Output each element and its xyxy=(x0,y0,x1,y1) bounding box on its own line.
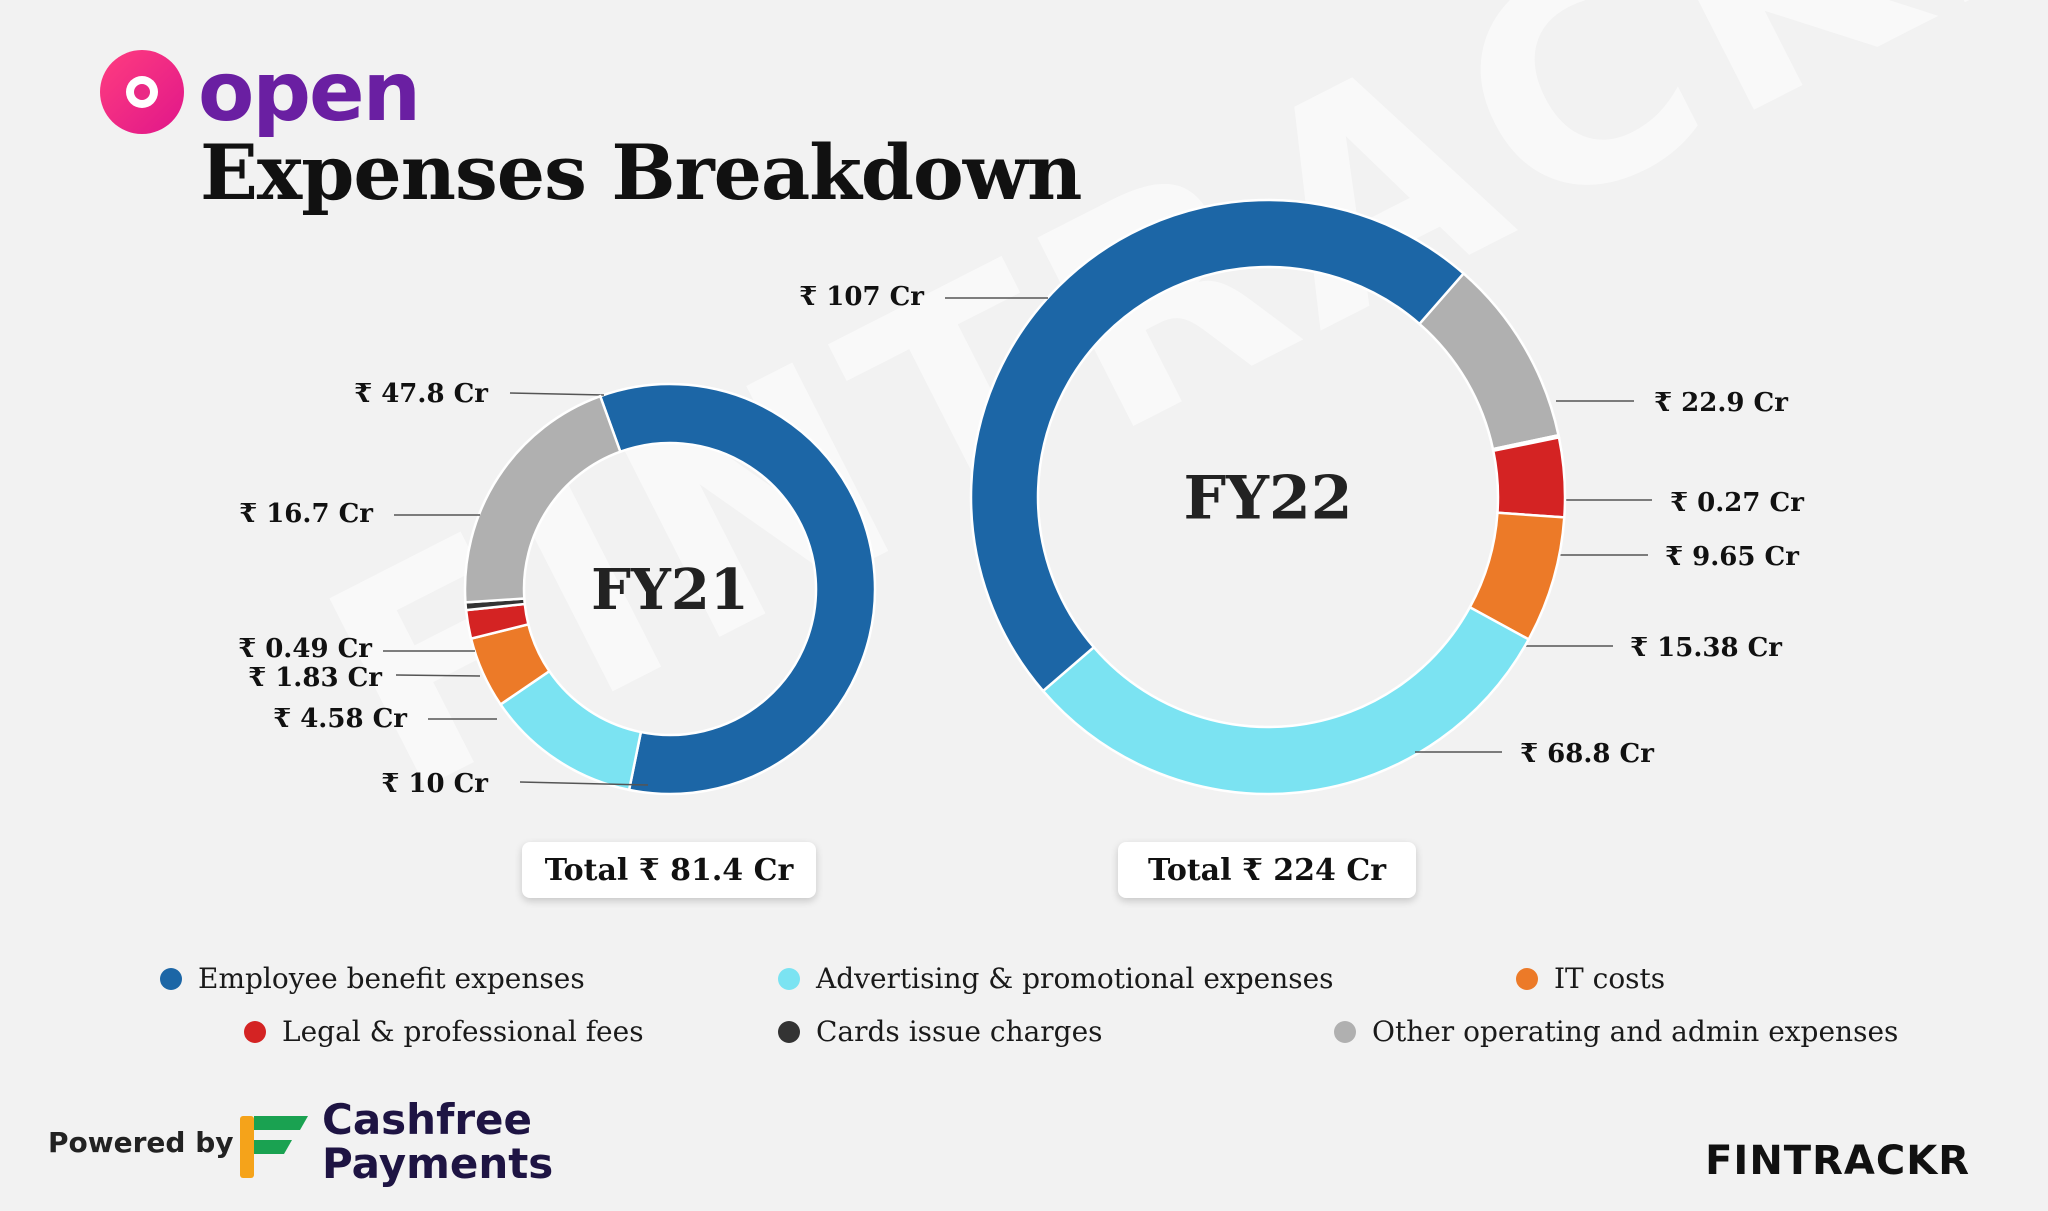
cashfree-line2: Payments xyxy=(322,1139,554,1188)
total-box-fy22: Total ₹ 224 Cr xyxy=(1118,842,1416,898)
legend-swatch xyxy=(778,967,800,990)
data-label: ₹ 47.8 Cr xyxy=(354,379,488,409)
leader-line xyxy=(395,674,481,677)
cashfree-line1: Cashfree xyxy=(322,1095,533,1144)
data-label: ₹ 22.9 Cr xyxy=(1654,388,1788,418)
legend-swatch xyxy=(1334,1020,1356,1043)
legend-swatch xyxy=(1516,967,1538,990)
legend-label: Employee benefit expenses xyxy=(198,962,585,995)
data-label: ₹ 107 Cr xyxy=(799,282,924,312)
open-wordmark: open xyxy=(198,45,419,140)
legend-item-legal: Legal & professional fees xyxy=(244,1015,644,1048)
legend-item-advertising: Advertising & promotional expenses xyxy=(778,962,1334,995)
legend-label: IT costs xyxy=(1554,962,1666,995)
data-label: ₹ 4.58 Cr xyxy=(273,704,407,734)
legend-swatch xyxy=(244,1020,266,1043)
cashfree-wordmark: Cashfree Payments xyxy=(322,1098,553,1186)
slice-other xyxy=(463,394,622,604)
slice-employee xyxy=(969,198,1466,693)
center-label: FY21 xyxy=(591,557,749,623)
donut-fy22: ₹ 22.9 Cr ₹ 0.27 Cr ₹ 9.65 Cr ₹ 15.38 Cr ₹ 6… xyxy=(799,198,1804,796)
donut-fy21: ₹ 47.8 Cr ₹ 10 Cr ₹ 4.58 Cr ₹ 1.83 Cr₹ 0.49… xyxy=(238,379,877,799)
leader-line xyxy=(509,392,605,396)
legend-item-cards: Cards issue charges xyxy=(778,1015,1103,1048)
legend-item-other: Other operating and admin expenses xyxy=(1334,1015,1898,1048)
data-label: ₹ 1.83 Cr xyxy=(248,663,382,693)
leader-line xyxy=(519,781,649,786)
legend-item-it: IT costs xyxy=(1516,962,1665,995)
powered-by-text: Powered by xyxy=(48,1126,234,1159)
legend-label: Other operating and admin expenses xyxy=(1372,1015,1899,1048)
legend-swatch xyxy=(160,967,182,990)
open-logo: open xyxy=(100,45,421,140)
page-title: Expenses Breakdown xyxy=(200,128,1082,217)
slice-legal xyxy=(1491,435,1567,519)
legend-item-employee: Employee benefit expenses xyxy=(160,962,585,995)
slice-employee xyxy=(598,382,877,796)
legend-label: Advertising & promotional expenses xyxy=(816,962,1334,995)
data-label: ₹ 0.27 Cr xyxy=(1670,488,1804,518)
legend-label: Cards issue charges xyxy=(816,1015,1103,1048)
legend-swatch xyxy=(778,1020,800,1043)
data-label: ₹ 68.8 Cr xyxy=(1520,739,1654,769)
data-label: ₹ 10 Cr xyxy=(381,769,488,799)
center-label: FY22 xyxy=(1184,464,1353,534)
legend-label: Legal & professional fees xyxy=(282,1015,644,1048)
data-label: ₹ 9.65 Cr xyxy=(1665,542,1799,572)
cashfree-logo-icon xyxy=(240,1116,308,1178)
total-box-fy21: Total ₹ 81.4 Cr xyxy=(522,842,816,898)
fintrackr-logo: FINTRACKR xyxy=(1705,1138,1970,1184)
data-label: ₹ 15.38 Cr xyxy=(1630,633,1782,663)
data-label: ₹ 0.49 Cr xyxy=(238,634,372,664)
slice-advertising xyxy=(1041,605,1531,796)
data-label: ₹ 16.7 Cr xyxy=(239,499,373,529)
